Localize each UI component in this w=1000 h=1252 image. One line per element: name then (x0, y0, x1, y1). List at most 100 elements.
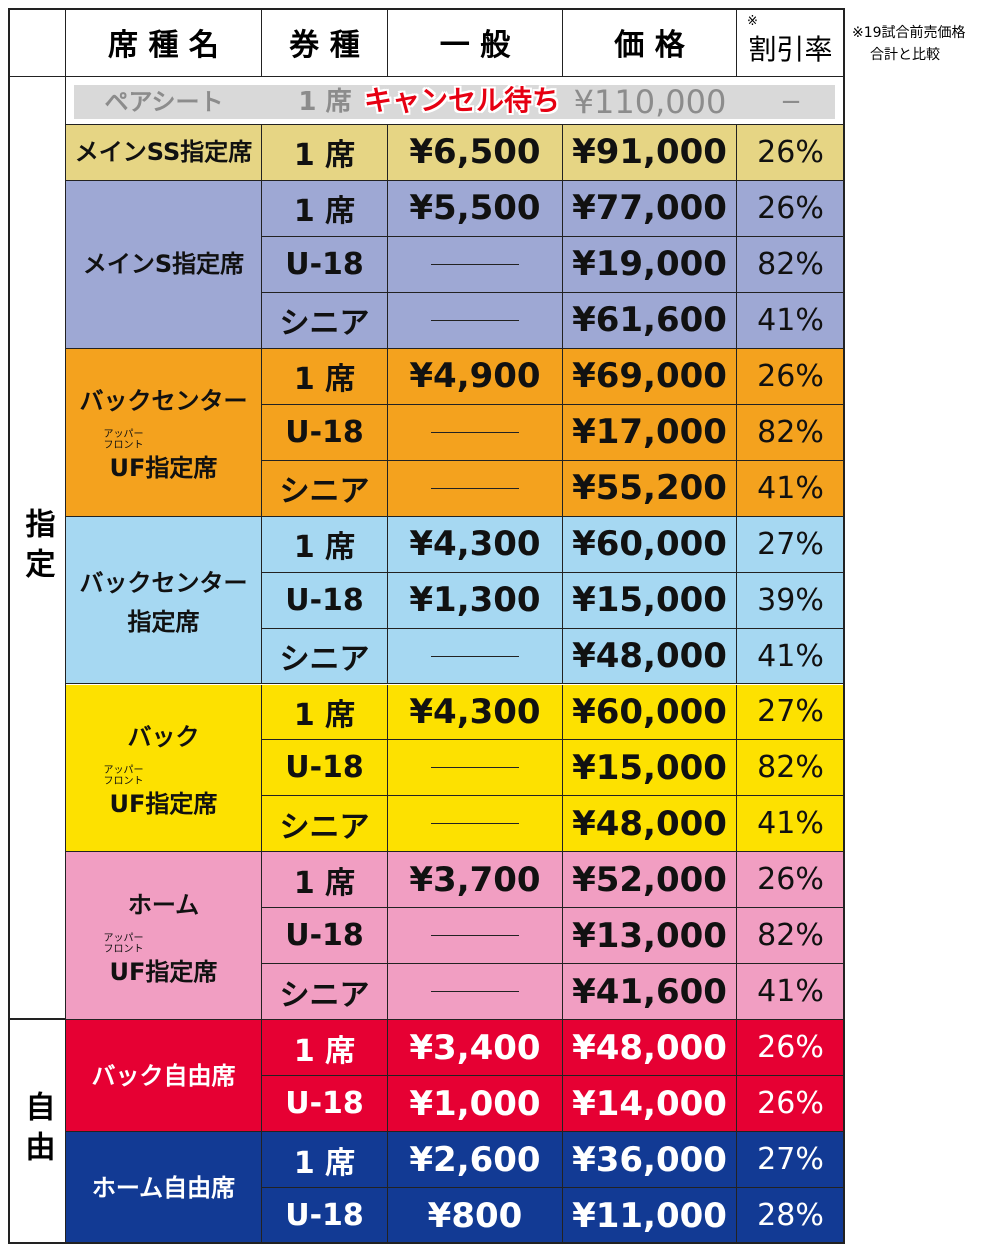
price-cell: ¥77,000 (563, 180, 737, 237)
ticket-type-cell: 1 席 (262, 348, 388, 405)
discount-cell: 27% (737, 1132, 845, 1189)
price: ¥52,000 (572, 859, 727, 900)
price: ¥15,000 (572, 747, 727, 788)
price-cell: ¥48,000 (563, 1020, 737, 1077)
header-text: 一 般 (439, 28, 511, 63)
general-price: ¥3,400 (409, 1027, 541, 1068)
price: ¥91,000 (572, 132, 727, 173)
ticket-type: U-18 (285, 414, 364, 450)
ticket-type: シニア (279, 306, 370, 342)
price: ¥55,200 (572, 468, 727, 509)
ticket-type: シニア (279, 642, 370, 678)
ticket-type-cell: シニア (262, 460, 388, 517)
general-cell: ¥3,700 (388, 852, 563, 909)
price: ¥60,000 (572, 691, 727, 732)
price: ¥17,000 (572, 412, 727, 453)
ticket-type: シニア (279, 474, 370, 510)
discount-cell: 26% (737, 1076, 845, 1133)
price: ¥48,000 (572, 636, 727, 677)
ticket-type: U-18 (285, 582, 364, 618)
corner-cell (8, 8, 66, 77)
general-cell: ¥5,500 (388, 180, 563, 237)
general-cell (388, 292, 563, 349)
ticket-type: U-18 (285, 1198, 364, 1234)
note: ※19試合前売価格 合計と比較 (852, 22, 966, 66)
ticket-type-cell: U-18 (262, 1188, 388, 1244)
general-cell: ¥4,900 (388, 348, 563, 405)
price-cell: ¥61,600 (563, 292, 737, 349)
price-cell: ¥17,000 (563, 404, 737, 461)
ruby-text: アッパー (103, 764, 144, 776)
general-price: ¥2,600 (409, 1139, 541, 1180)
general-price: ¥5,500 (409, 188, 541, 229)
general-cell (388, 628, 563, 685)
ticket-type: 1 席 (293, 697, 356, 733)
discount: 27% (757, 694, 824, 730)
discount: 41% (757, 806, 824, 842)
price: ¥13,000 (572, 915, 727, 956)
section-cell: 指定 (8, 77, 66, 1021)
ticket-type: 1 席 (293, 194, 356, 230)
discount-cell: 27% (737, 684, 845, 741)
price-cell: ¥48,000 (563, 796, 737, 853)
discount: 41% (757, 638, 824, 674)
discount-cell: 26% (737, 852, 845, 909)
dash (431, 263, 519, 265)
ticket-type-cell: 1 席 (262, 1020, 388, 1077)
ticket-type: 1 席 (293, 138, 356, 174)
seat-name-cell: バックセンター 指定席 (66, 516, 262, 685)
price: ¥14,000 (572, 1083, 727, 1124)
price: ¥60,000 (572, 524, 727, 565)
pair-status: キャンセル待ち (364, 84, 561, 117)
price-cell: ¥60,000 (563, 516, 737, 573)
ticket-type-cell: 1 席 (262, 1132, 388, 1189)
pair-price: ¥110,000 (573, 83, 727, 121)
price-cell: ¥14,000 (563, 1076, 737, 1133)
ticket-type-cell: シニア (262, 796, 388, 853)
seat-name: UF指定席 (109, 957, 218, 986)
ticket-type: 1 席 (293, 865, 356, 901)
seat-name: バックセンター (79, 387, 248, 416)
ticket-type: U-18 (285, 246, 364, 282)
seat-name-cell: バック アッパー フロント UF指定席 (66, 684, 262, 853)
ticket-type-cell: シニア (262, 964, 388, 1021)
ruby-text: アッパー (103, 429, 144, 441)
ruby-text: フロント (103, 943, 144, 955)
price: ¥11,000 (572, 1195, 727, 1236)
general-cell (388, 796, 563, 853)
discount-cell: 41% (737, 964, 845, 1021)
discount-cell: 28% (737, 1188, 845, 1244)
discount: 27% (757, 526, 824, 562)
ticket-type-cell: 1 席 (262, 852, 388, 909)
ticket-type-cell: 1 席 (262, 516, 388, 573)
discount-cell: 82% (737, 740, 845, 797)
general-cell: ¥4,300 (388, 516, 563, 573)
ticket-type: シニア (279, 977, 370, 1013)
dash (431, 319, 519, 321)
ruby: アッパー フロント (104, 933, 144, 955)
discount-cell: 26% (737, 125, 845, 181)
price: ¥77,000 (572, 188, 727, 229)
ticket-type-cell: 1 席 (262, 684, 388, 741)
price-cell: ¥13,000 (563, 908, 737, 965)
seat-name: バックセンター (79, 569, 248, 598)
ticket-type: 1 席 (293, 362, 356, 398)
general-cell: ¥6,500 (388, 125, 563, 181)
ticket-type-cell: U-18 (262, 404, 388, 461)
ticket-type-cell: U-18 (262, 1076, 388, 1133)
discount-cell: 41% (737, 628, 845, 685)
discount-cell: 82% (737, 404, 845, 461)
price-header: 価 格 (563, 8, 737, 77)
section-label: 指定 (19, 507, 55, 588)
header-text: 割引率 (748, 33, 833, 66)
section-cell: 自由 (8, 1020, 66, 1244)
ticket-type-cell: U-18 (262, 908, 388, 965)
ticket-header: 券 種 (262, 8, 388, 77)
seat-name-cell: ホーム自由席 (66, 1132, 262, 1244)
discount: 82% (757, 246, 824, 282)
price-cell: ¥15,000 (563, 740, 737, 797)
pair-row: ペアシート 1 席 ¥110,000 − キャンセル待ち (66, 77, 845, 125)
discount: 26% (757, 134, 824, 170)
discount: 41% (757, 470, 824, 506)
